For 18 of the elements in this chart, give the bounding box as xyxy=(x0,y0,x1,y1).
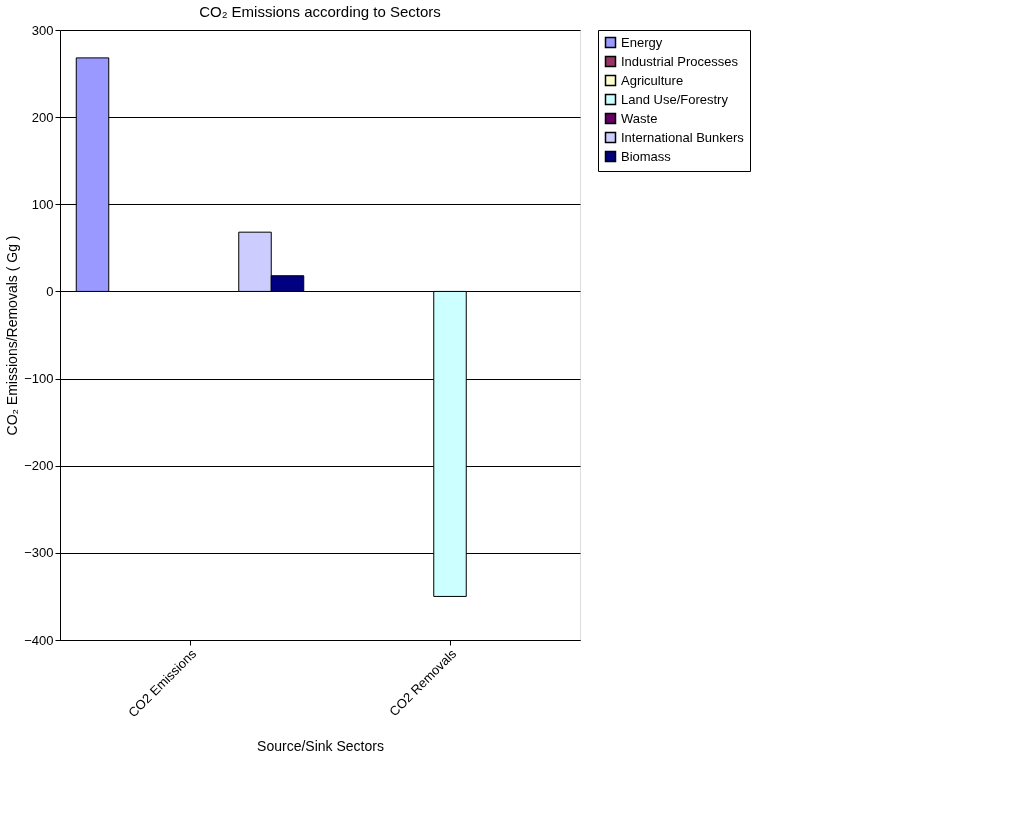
y-tick-label: −100 xyxy=(24,371,54,387)
y-tick-label: −200 xyxy=(24,458,54,474)
legend-label: Land Use/Forestry xyxy=(621,91,729,107)
y-tick-label: −400 xyxy=(24,632,54,648)
legend-label: Agriculture xyxy=(621,72,684,88)
legend-label: Waste xyxy=(621,110,658,126)
legend-label: Industrial Processes xyxy=(621,53,739,69)
legend-label: Biomass xyxy=(621,148,672,164)
chart-title: CO₂ Emissions according to Sectors xyxy=(199,3,441,20)
y-tick-label: 0 xyxy=(46,283,54,299)
y-tick-label: −300 xyxy=(24,545,54,561)
y-tick-label: 200 xyxy=(31,109,54,125)
y-axis-title: CO₂ Emissions/Removals ( Gg ) xyxy=(4,235,21,436)
x-axis-title: Source/Sink Sectors xyxy=(257,738,384,755)
y-tick-label: 300 xyxy=(31,22,54,38)
y-tick-label: 100 xyxy=(31,196,54,212)
legend-label: International Bunkers xyxy=(621,129,745,145)
legend-label: Energy xyxy=(621,34,663,50)
